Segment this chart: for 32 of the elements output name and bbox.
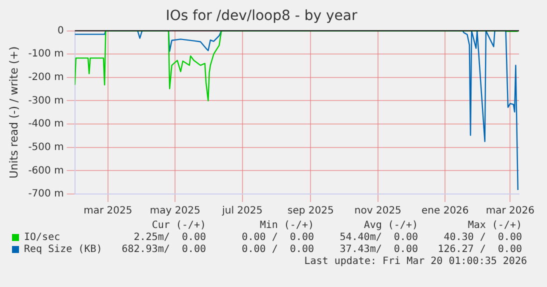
y-tick-label: -600 m (28, 165, 64, 176)
y-axis-title: Units read (-) / write (+) (7, 46, 20, 178)
text: 2.25m/ 0.00 (132, 232, 206, 244)
legend-label: IO/sec (24, 232, 62, 244)
text: 126.27 / 0.00 (436, 244, 522, 256)
text: Min (-/+) (258, 220, 314, 232)
text: Max (-/+) (466, 220, 522, 232)
x-tick-label: sep 2025 (288, 206, 334, 217)
text: 40.30 / 0.00 (442, 232, 522, 244)
y-tick-label: -100 m (28, 48, 64, 60)
y-tick-label: -700 m (28, 188, 64, 200)
x-tick-label: mar 2025 (84, 206, 132, 217)
legend-label: Req Size (KB) (24, 244, 104, 256)
y-tick-label: -500 m (28, 142, 64, 153)
chart-title: IOs for /dev/loop8 - by year (166, 8, 358, 24)
y-tick-label: -200 m (28, 72, 64, 84)
text: Cur (-/+) (150, 220, 206, 232)
text: 54.40m/ 0.00 (338, 232, 418, 244)
y-tick-label: -300 m (28, 95, 64, 106)
text: Avg (-/+) (362, 220, 418, 232)
x-tick-label: mar 2026 (486, 206, 534, 217)
text: 0.00 / 0.00 (240, 232, 314, 244)
x-tick-label: may 2025 (150, 206, 200, 217)
x-tick-label: ene 2026 (422, 206, 469, 217)
y-tick-label: 0 (57, 25, 64, 36)
x-tick-label: nov 2025 (354, 206, 402, 217)
text: 0.00 / 0.00 (240, 244, 314, 256)
text: 37.43m/ 0.00 (338, 244, 418, 256)
y-tick-label: -400 m (28, 118, 64, 130)
text: 682.93m/ 0.00 (120, 244, 206, 256)
text: Last update: Fri Mar 20 01:00:35 2026 (303, 256, 527, 268)
x-tick-label: jul 2025 (221, 206, 263, 217)
